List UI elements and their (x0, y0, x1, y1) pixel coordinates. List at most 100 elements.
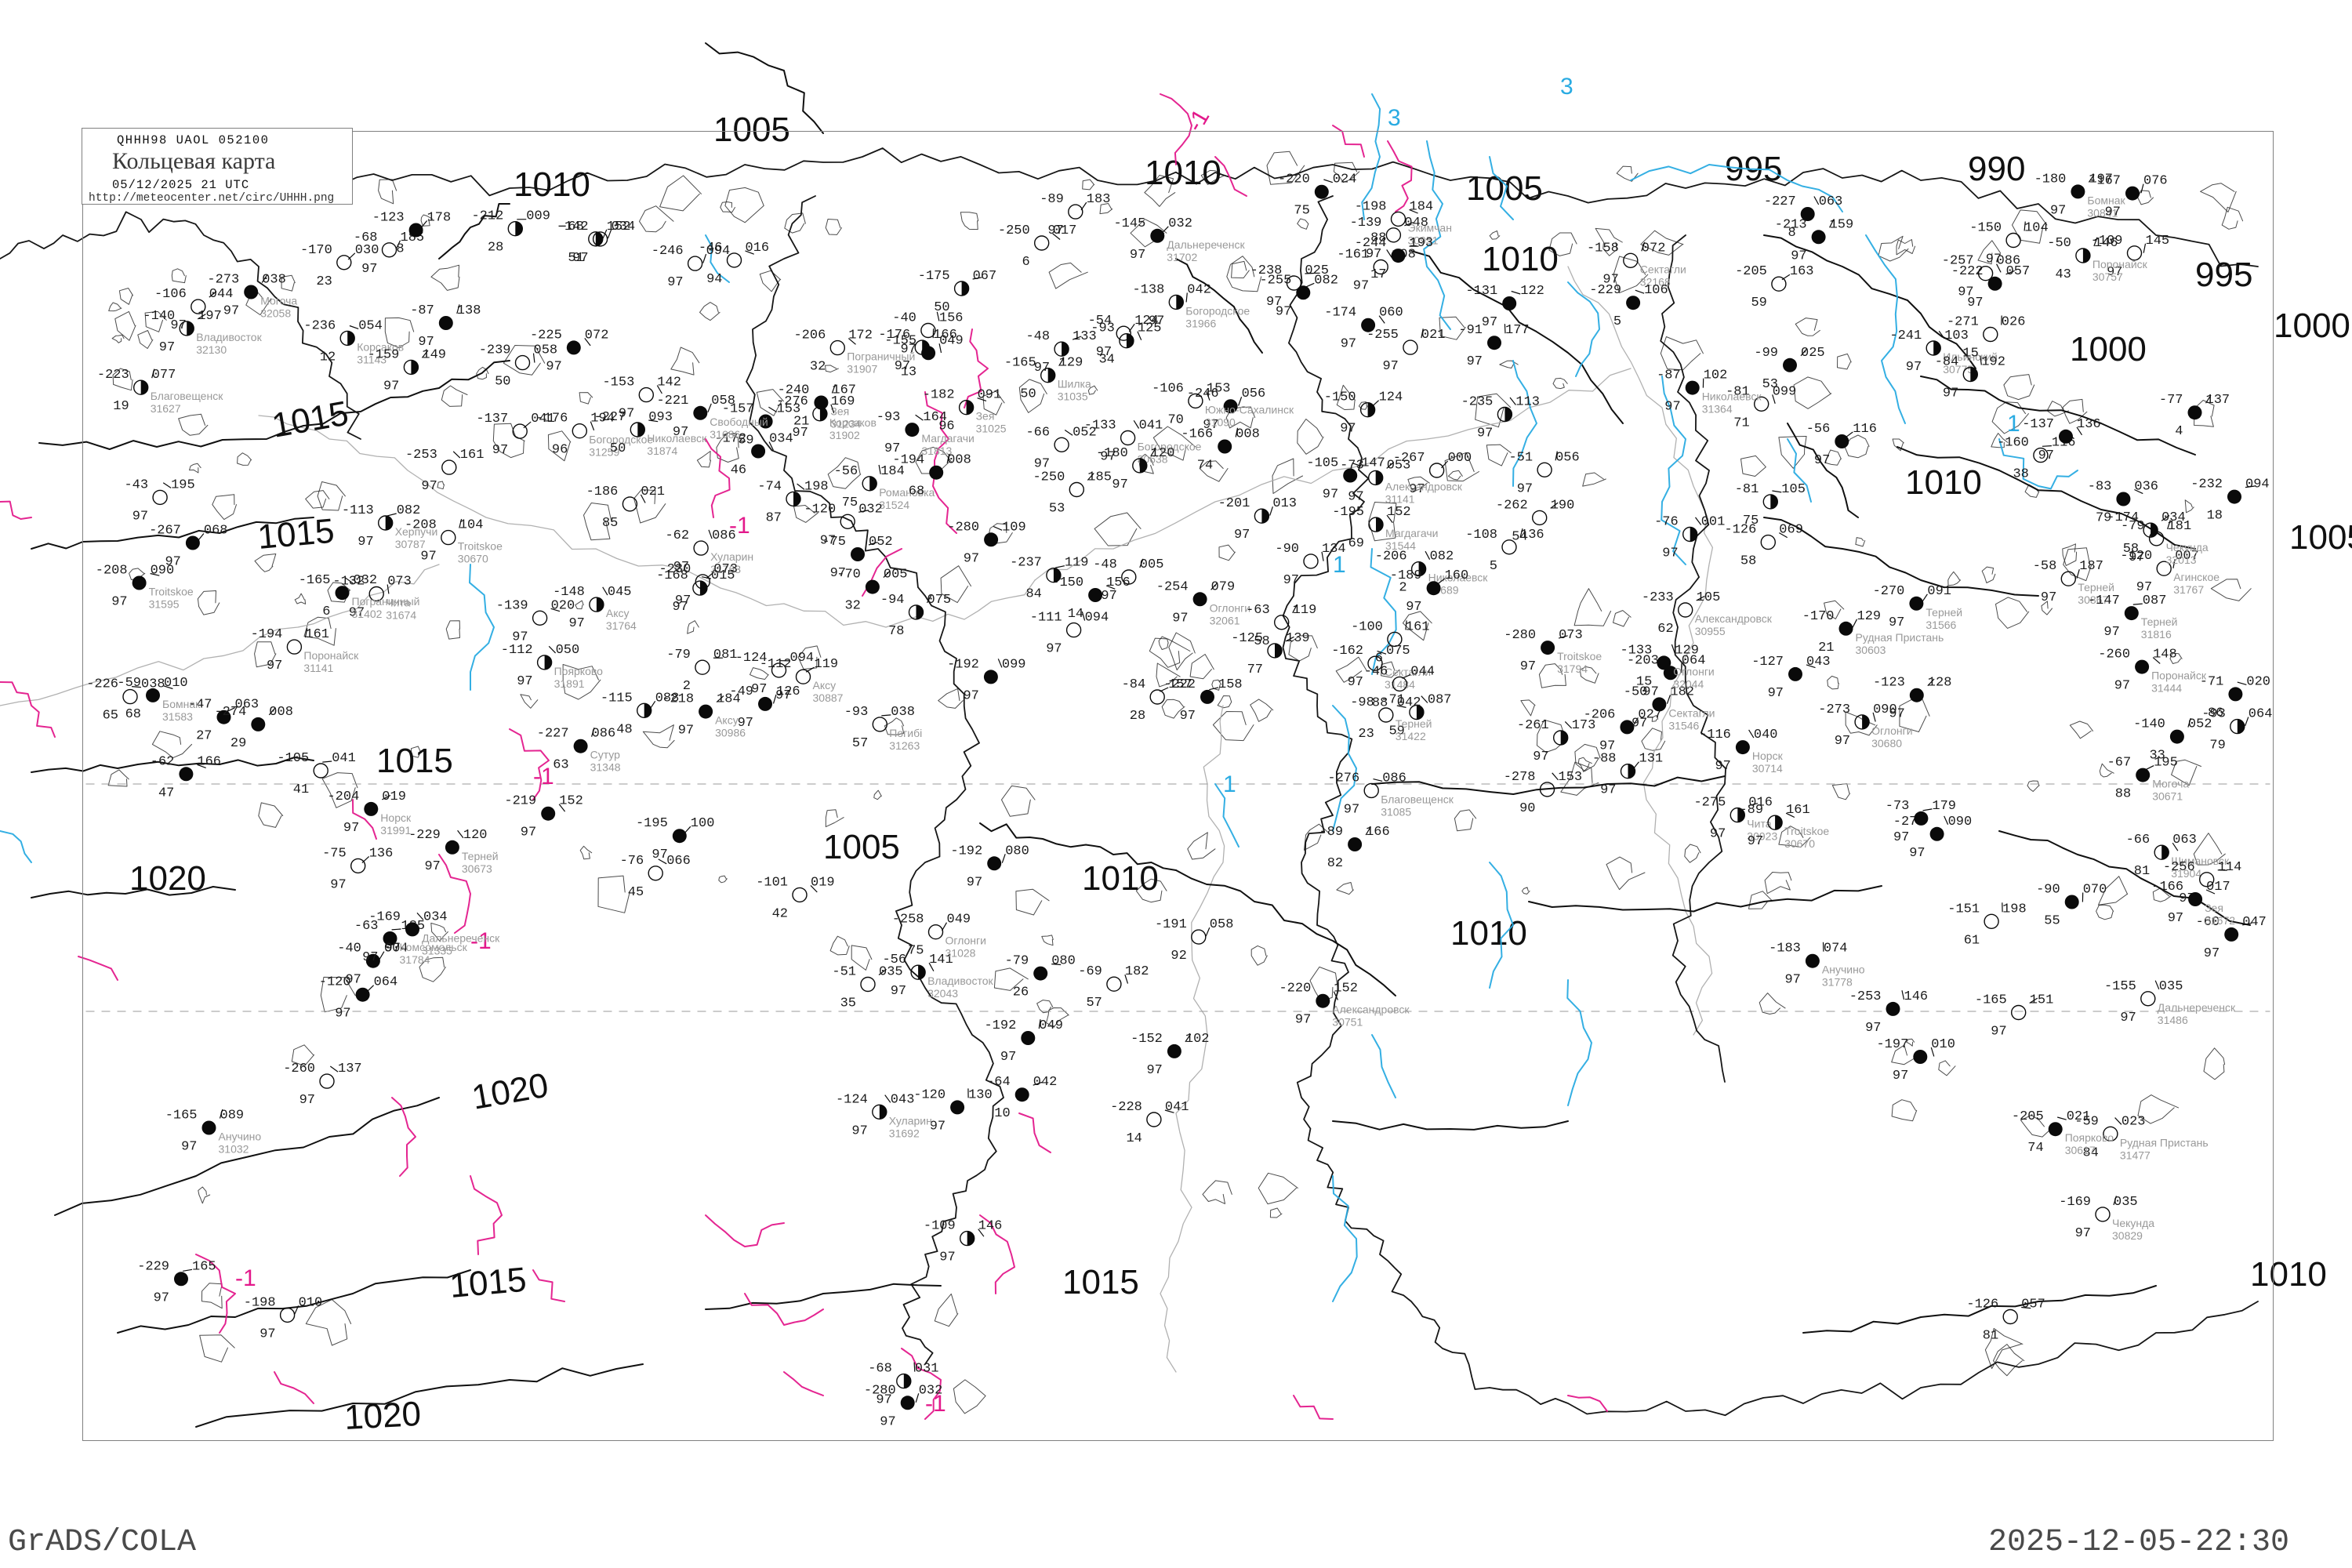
svg-text:97: 97 (1632, 716, 1647, 731)
svg-text:-54: -54 (1088, 314, 1112, 328)
svg-text:042: 042 (1397, 695, 1421, 710)
svg-text:97: 97 (1517, 481, 1533, 496)
svg-text:-79: -79 (1005, 954, 1029, 969)
svg-text:008: 008 (947, 453, 971, 468)
svg-text:-133: -133 (1620, 643, 1652, 658)
svg-text:-43: -43 (124, 477, 148, 492)
svg-text:-165: -165 (299, 573, 331, 588)
svg-text:104: 104 (459, 518, 484, 533)
svg-text:Оглонги: Оглонги (1871, 724, 1912, 737)
svg-text:1020: 1020 (129, 859, 206, 898)
svg-text:32013: 32013 (2166, 554, 2197, 566)
svg-text:103: 103 (1944, 328, 1969, 343)
svg-text:184: 184 (1410, 199, 1434, 214)
svg-text:97: 97 (421, 479, 437, 494)
svg-text:81: 81 (2134, 864, 2150, 879)
svg-text:-280: -280 (864, 1383, 896, 1398)
svg-text:008: 008 (1236, 427, 1260, 442)
svg-text:17: 17 (1370, 267, 1386, 282)
svg-text:050: 050 (556, 643, 580, 658)
svg-text:-64: -64 (986, 1075, 1011, 1090)
svg-text:97: 97 (1482, 315, 1497, 330)
svg-text:104: 104 (2024, 221, 2049, 236)
svg-text:133: 133 (1073, 329, 1097, 344)
svg-text:97: 97 (1893, 1069, 1908, 1083)
svg-text:043: 043 (1806, 655, 1831, 670)
svg-text:-197: -197 (1876, 1037, 1908, 1052)
svg-text:010: 010 (299, 1295, 323, 1310)
svg-text:1010: 1010 (1450, 914, 1527, 953)
svg-text:146: 146 (2094, 236, 2118, 251)
svg-text:025: 025 (1801, 346, 1825, 361)
svg-text:31794: 31794 (1557, 662, 1588, 675)
svg-text:026: 026 (2002, 315, 2026, 330)
svg-text:066: 066 (666, 854, 691, 869)
svg-text:97: 97 (1600, 783, 1616, 798)
svg-text:182: 182 (1125, 964, 1149, 979)
svg-text:97: 97 (1715, 759, 1730, 774)
svg-text:23: 23 (316, 274, 332, 289)
svg-text:-183: -183 (1769, 942, 1801, 956)
svg-text:185: 185 (1087, 470, 1112, 485)
svg-text:Поронайск: Поронайск (2092, 258, 2148, 270)
svg-text:58: 58 (1740, 554, 1756, 569)
svg-text:97: 97 (1599, 739, 1615, 753)
svg-text:10: 10 (994, 1106, 1010, 1121)
svg-text:153: 153 (1207, 381, 1231, 396)
svg-text:48: 48 (616, 722, 632, 737)
svg-text:130: 130 (968, 1087, 993, 1102)
svg-text:-280: -280 (1504, 628, 1536, 643)
svg-text:192: 192 (1981, 355, 2005, 370)
svg-text:Поронайск: Поронайск (2151, 670, 2207, 682)
svg-text:-81: -81 (1735, 482, 1759, 497)
svg-text:21: 21 (1818, 641, 1834, 655)
svg-text:020: 020 (2246, 674, 2270, 689)
svg-text:-120: -120 (913, 1087, 946, 1102)
svg-text:97: 97 (1958, 285, 1973, 300)
svg-text:82: 82 (1327, 856, 1343, 871)
svg-text:Терней: Терней (2141, 615, 2178, 628)
svg-text:023: 023 (2122, 1114, 2146, 1129)
svg-text:-218: -218 (662, 692, 694, 707)
svg-text:-87: -87 (1657, 368, 1681, 383)
svg-text:-276: -276 (776, 394, 808, 409)
svg-text:3: 3 (1560, 74, 1573, 100)
svg-text:32043: 32043 (927, 987, 958, 1000)
svg-text:6: 6 (1022, 255, 1029, 270)
svg-text:-165: -165 (165, 1109, 198, 1123)
svg-text:85: 85 (602, 516, 618, 531)
svg-text:97: 97 (383, 379, 399, 394)
svg-text:57: 57 (852, 736, 868, 751)
svg-text:97: 97 (1784, 973, 1800, 988)
svg-text:025: 025 (1305, 263, 1329, 278)
svg-text:Дальнереченск: Дальнереченск (2158, 1001, 2236, 1014)
svg-text:Богородское: Богородское (1185, 304, 1250, 317)
svg-text:164: 164 (923, 410, 947, 425)
svg-text:036: 036 (2134, 480, 2158, 495)
svg-text:30670: 30670 (458, 553, 488, 565)
svg-text:005: 005 (884, 568, 908, 583)
svg-text:Troitskoe: Troitskoe (1784, 825, 1829, 837)
svg-text:31263: 31263 (889, 739, 920, 752)
svg-text:Сектагли: Сектагли (1640, 263, 1686, 275)
svg-text:-124: -124 (836, 1092, 868, 1107)
svg-text:75: 75 (908, 944, 924, 959)
svg-text:97: 97 (891, 984, 906, 999)
svg-text:Владивосток: Владивосток (927, 975, 993, 987)
svg-text:-127: -127 (1751, 655, 1784, 670)
svg-text:Пограничный: Пограничный (352, 595, 420, 608)
svg-text:97: 97 (1149, 314, 1164, 328)
svg-text:-152: -152 (1131, 1032, 1163, 1047)
svg-text:97: 97 (1865, 1021, 1881, 1036)
svg-text:79: 79 (2096, 511, 2111, 526)
svg-text:97: 97 (1533, 750, 1548, 764)
svg-text:-201: -201 (1218, 496, 1250, 511)
svg-text:97: 97 (792, 426, 808, 441)
svg-text:044: 044 (1410, 664, 1435, 679)
svg-text:97: 97 (1710, 827, 1726, 842)
svg-text:30986: 30986 (715, 727, 746, 739)
svg-text:97: 97 (1991, 1025, 2006, 1040)
svg-text:97: 97 (1893, 830, 1909, 845)
svg-text:97: 97 (2105, 205, 2121, 220)
svg-text:-191: -191 (1155, 917, 1187, 932)
